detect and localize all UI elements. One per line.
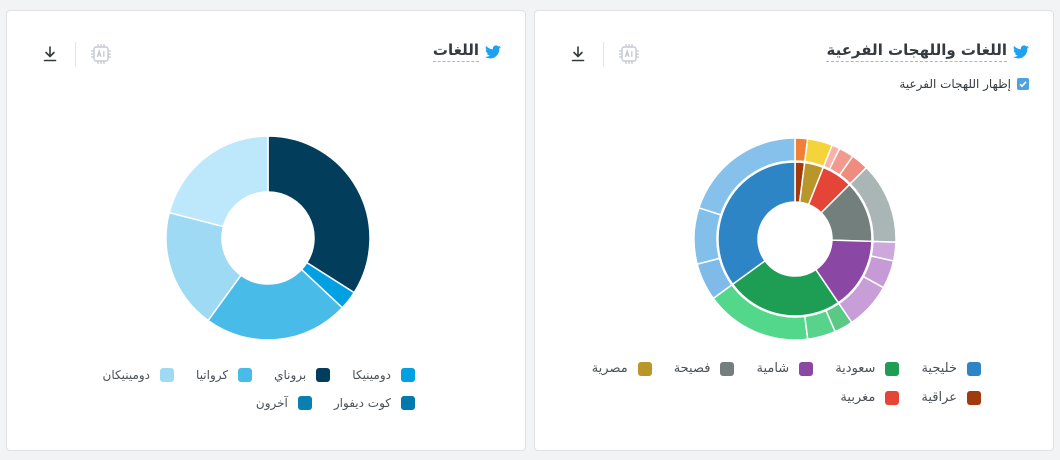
legend-label: عراقية <box>921 390 957 405</box>
download-icon <box>571 46 585 62</box>
legend-item[interactable]: كرواتيا <box>196 368 253 382</box>
dialects-donut-chart <box>693 137 897 341</box>
legend-swatch <box>799 361 814 376</box>
ai-button[interactable] <box>88 41 114 67</box>
legend-label: دومينيكا <box>352 368 391 382</box>
legend-row: خليجية سعودية شامية فصيحة مصرية <box>581 361 981 376</box>
legend-swatch <box>885 390 900 405</box>
dialects-title-text: اللغات واللهجات الفرعية <box>826 41 1007 62</box>
donut-slice-2[interactable] <box>206 268 344 341</box>
legend-swatch <box>238 368 253 382</box>
download-button[interactable] <box>37 41 63 67</box>
legend-item[interactable]: مصرية <box>592 361 652 376</box>
show-subdialects-label: إظهار اللهجات الفرعية <box>899 77 1011 91</box>
show-subdialects-toggle[interactable]: إظهار اللهجات الفرعية <box>899 77 1029 91</box>
legend-label: مغربية <box>840 390 876 405</box>
download-icon <box>43 46 57 62</box>
legend-item[interactable]: دومينيكا <box>352 368 415 382</box>
donut-slice-0[interactable] <box>267 135 371 294</box>
ai-chip-icon <box>619 44 639 64</box>
twitter-bird-icon <box>1013 44 1029 58</box>
twitter-bird-icon <box>485 44 501 58</box>
legend-item[interactable]: بروناي <box>274 368 331 382</box>
outer-ring-slice-14[interactable] <box>697 137 796 216</box>
languages-donut-chart <box>165 135 371 341</box>
legend-item[interactable]: شامية <box>756 361 814 376</box>
legend-label: خليجية <box>921 361 957 376</box>
download-button[interactable] <box>565 41 591 67</box>
legend-label: كرواتيا <box>196 368 229 382</box>
legend-swatch <box>401 396 415 410</box>
legend-label: شامية <box>756 361 790 376</box>
legend-swatch <box>401 368 415 382</box>
outer-ring-slice-13[interactable] <box>693 206 722 266</box>
languages-card-title: اللغات <box>432 41 501 62</box>
legend-item[interactable]: آخرون <box>256 396 312 410</box>
dialects-legend: خليجية سعودية شامية فصيحة مصرية عراقية مغربية <box>581 361 981 419</box>
legend-swatch <box>967 390 981 405</box>
toolbar-divider <box>75 42 76 66</box>
legend-label: آخرون <box>255 396 288 410</box>
legend-row: كوت ديفوار آخرون <box>95 396 415 410</box>
legend-label: سعودية <box>835 361 876 376</box>
toolbar-divider <box>603 42 604 66</box>
legend-item[interactable]: خليجية <box>921 361 981 376</box>
dialects-card-title: اللغات واللهجات الفرعية <box>826 41 1029 62</box>
check-icon <box>1019 81 1027 88</box>
show-subdialects-checkbox[interactable] <box>1017 78 1029 90</box>
legend-label: كوت ديفوار <box>333 396 391 410</box>
donut-slice-4[interactable] <box>168 135 269 228</box>
legend-row: عراقية مغربية <box>581 390 981 405</box>
legend-swatch <box>637 361 652 376</box>
languages-legend: دومينيكا بروناي كرواتيا دومينيكان كوت ديفوار… <box>95 368 415 424</box>
inner-ring-slice-5[interactable] <box>731 259 840 317</box>
legend-item[interactable]: كوت ديفوار <box>334 396 415 410</box>
legend-swatch <box>297 396 312 410</box>
languages-toolbar <box>37 41 114 67</box>
legend-swatch <box>885 361 900 376</box>
languages-card: اللغات دومينيكا بروناي كرواتيا دومينيكان كوت… <box>6 10 526 451</box>
legend-item[interactable]: فصيحة <box>674 361 735 376</box>
inner-ring-slice-6[interactable] <box>717 161 796 286</box>
legend-row: دومينيكا بروناي كرواتيا دومينيكان <box>95 368 415 382</box>
legend-item[interactable]: مغربية <box>840 390 900 405</box>
legend-swatch <box>967 361 981 376</box>
legend-item[interactable]: سعودية <box>835 361 900 376</box>
legend-swatch <box>316 368 331 382</box>
legend-item[interactable]: دومينيكان <box>103 368 175 382</box>
legend-label: بروناي <box>274 368 307 382</box>
legend-item[interactable]: عراقية <box>921 390 981 405</box>
ai-chip-icon <box>91 44 111 64</box>
donut-slice-3[interactable] <box>165 211 243 322</box>
legend-label: مصرية <box>591 361 628 376</box>
legend-swatch <box>160 368 175 382</box>
legend-swatch <box>720 361 735 376</box>
ai-button[interactable] <box>616 41 642 67</box>
dialects-toolbar <box>565 41 642 67</box>
legend-label: دومينيكان <box>102 368 151 382</box>
legend-label: فصيحة <box>673 361 711 376</box>
languages-title-text: اللغات <box>432 41 479 62</box>
dialects-card: اللغات واللهجات الفرعية إظهار اللهجات ال… <box>534 10 1054 451</box>
